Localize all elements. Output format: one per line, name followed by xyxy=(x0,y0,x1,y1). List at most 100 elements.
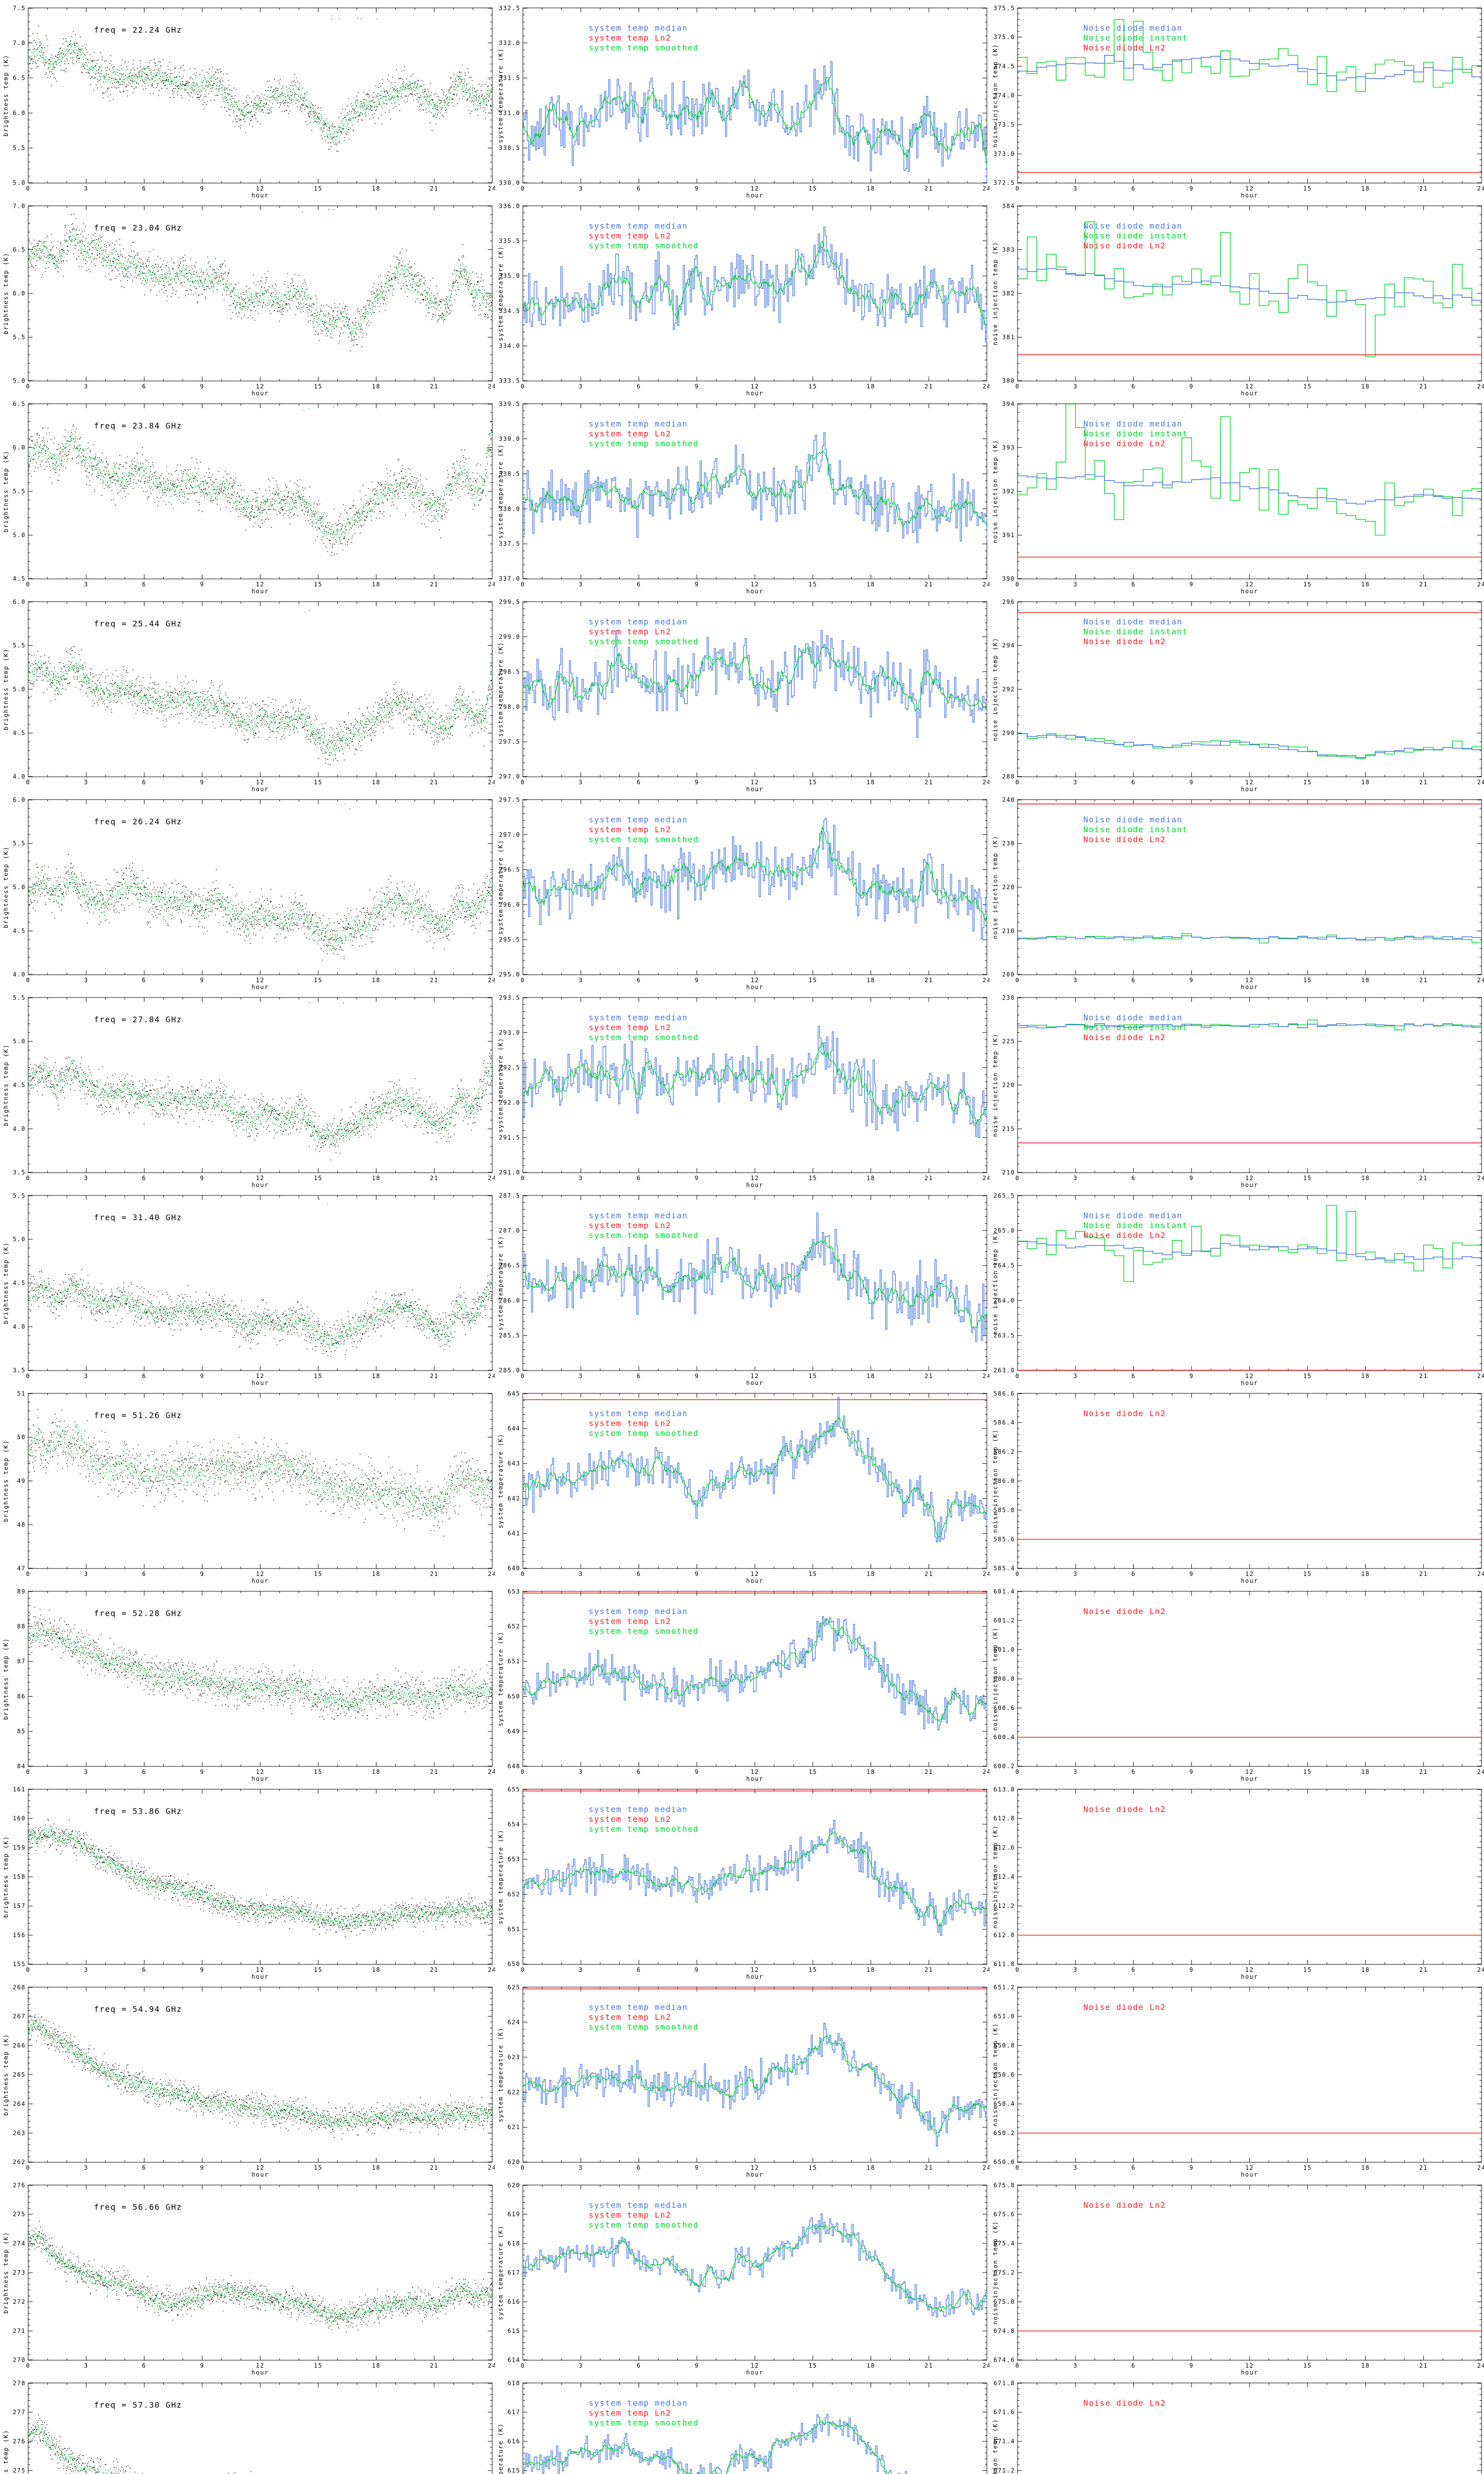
x-tick-label: 3 xyxy=(1073,185,1078,192)
y-tick-label: 650.2 xyxy=(993,2130,1015,2137)
series-brightness-raw xyxy=(28,1269,493,1357)
x-tick-label: 12 xyxy=(256,1768,264,1775)
x-tick-label: 12 xyxy=(750,2362,759,2369)
y-axis-title: brightness temp (K) xyxy=(2,648,9,730)
panel-title: freq = 52.28 GHz xyxy=(94,1609,182,1618)
x-tick-label: 21 xyxy=(1419,1570,1428,1577)
x-tick-label: 3 xyxy=(84,581,89,588)
y-tick-label: 643 xyxy=(508,1460,520,1467)
panel-r10c3-nd-red: 0 3 6 9 12 15 18 21 24 611.8 612.0 612.2 612.4 612.6 6… xyxy=(989,1781,1484,1979)
x-tick-label: 18 xyxy=(372,779,380,786)
x-tick-label: 24 xyxy=(488,581,495,588)
x-tick-label: 15 xyxy=(1303,383,1312,390)
y-tick-label: 264.5 xyxy=(993,1262,1015,1269)
y-tick-label: 4.0 xyxy=(13,1126,26,1133)
chart-svg: 0 3 6 9 12 15 18 21 24 337.0 337.5 338.0 338.5 339.0 3… xyxy=(497,401,989,594)
x-tick-label: 21 xyxy=(925,779,933,786)
y-tick-label: 612.8 xyxy=(993,1815,1015,1822)
y-tick-label: 265 xyxy=(13,2071,26,2078)
x-tick-label: 9 xyxy=(1189,1966,1194,1973)
axes xyxy=(28,2185,493,2361)
x-tick-label: 6 xyxy=(1131,1570,1136,1577)
legend-entry-blue: system temp median xyxy=(589,2002,688,2012)
axes xyxy=(1017,403,1482,579)
legend-entry-blue: Noise diode median xyxy=(1083,419,1182,428)
x-tick-label: 9 xyxy=(200,383,204,390)
x-tick-label: 6 xyxy=(142,2362,146,2369)
x-tick-label: 3 xyxy=(84,383,89,390)
y-tick-label: 291.5 xyxy=(499,1134,520,1141)
chart-svg: 0 3 6 9 12 15 18 21 24 614 615 616 617 618 619 620 hour s… xyxy=(497,2182,989,2375)
y-tick-label: 294 xyxy=(1002,642,1015,649)
chart-svg: 0 3 6 9 12 15 18 21 24 84 85 86 87 88 89 hour brightness… xyxy=(2,1588,495,1781)
y-tick-label: 612.4 xyxy=(993,1873,1015,1880)
stray-dots-green xyxy=(299,604,305,613)
y-tick-label: 5.0 xyxy=(13,686,26,693)
chart-svg: 0 3 6 9 12 15 18 21 24 295.0 295.5 296.0 296.5 297.0 2… xyxy=(497,797,989,990)
x-tick-label: 24 xyxy=(488,779,495,786)
chart-svg: 0 3 6 9 12 15 18 21 24 291.0 291.5 292.0 292.5 293.0 2… xyxy=(497,995,989,1188)
x-tick-label: 12 xyxy=(256,779,264,786)
x-tick-label: 24 xyxy=(982,1175,989,1182)
legend-entry-blue: Noise diode median xyxy=(1083,815,1182,824)
y-tick-label: 612.0 xyxy=(993,1932,1015,1939)
y-tick-label: 297.0 xyxy=(499,831,520,838)
y-tick-label: 671.8 xyxy=(993,2380,1015,2387)
x-tick-label: 24 xyxy=(488,2164,495,2171)
stray-dots-red xyxy=(331,17,362,20)
chart-svg: 03691215182124670.6670.8671.0671.2671.46… xyxy=(992,2380,1482,2474)
y-tick-label: 89 xyxy=(17,1588,26,1595)
legend-entry-green: Noise diode instant xyxy=(1083,1221,1188,1230)
chart-svg: 0 3 6 9 12 15 18 21 24 210 215 220 225 230 hour noise i… xyxy=(992,995,1484,1188)
legend-entry-blue: system temp median xyxy=(589,2200,688,2210)
x-tick-label: 15 xyxy=(809,581,817,588)
x-tick-label: 3 xyxy=(1073,2362,1078,2369)
chart-svg: 0 3 6 9 12 15 18 21 24 155 156 157 158 159 160 161 hour b… xyxy=(2,1786,495,1979)
panel-r13c1-bt-scatter: 03691215182124272273274275276277278hourb… xyxy=(0,2375,495,2474)
x-tick-label: 21 xyxy=(925,2362,933,2369)
stray-dots-red xyxy=(333,405,356,407)
series-systemp-smoothed xyxy=(522,1832,987,1928)
x-tick-label: 15 xyxy=(314,581,323,588)
x-tick-label: 9 xyxy=(1189,1768,1194,1775)
legend-entry-red: system temp Ln2 xyxy=(589,1023,671,1032)
legend-entry-green: system temp smoothed xyxy=(589,439,699,448)
x-axis-title: hour xyxy=(746,192,764,198)
panel-r4c1-bt-scatter: 0 3 6 9 12 15 18 21 24 4.0 4.5 5.0 5.5 6.0 hour brightn… xyxy=(0,594,495,792)
y-tick-label: 625 xyxy=(508,1984,520,1991)
x-tick-label: 18 xyxy=(372,977,380,984)
x-tick-label: 12 xyxy=(256,1373,264,1380)
panel-r7c2-systemp: 0 3 6 9 12 15 18 21 24 285.0 285.5 286.0 286.5 287.0 2… xyxy=(495,1188,989,1385)
x-axis-title: hour xyxy=(746,588,764,594)
x-tick-label: 0 xyxy=(1016,779,1020,786)
panel-r9c1-bt-scatter: 0 3 6 9 12 15 18 21 24 84 85 86 87 88 89 hour brightness… xyxy=(0,1583,495,1781)
x-axis-title: hour xyxy=(746,786,764,792)
x-tick-label: 12 xyxy=(750,383,759,390)
x-axis-title: hour xyxy=(252,2171,269,2177)
y-axis-title: noise injection temp (K) xyxy=(992,1033,999,1137)
x-tick-label: 6 xyxy=(1131,581,1136,588)
x-axis-title: hour xyxy=(1241,192,1258,198)
y-tick-label: 585.8 xyxy=(993,1507,1015,1514)
y-tick-label: 5.0 xyxy=(13,377,26,384)
series-brightness-smoothed xyxy=(28,2231,493,2323)
y-axis-title: brightness temp (K) xyxy=(2,1242,9,1324)
panel-r13c3-nd-red: 03691215182124670.6670.8671.0671.2671.46… xyxy=(989,2375,1484,2474)
legend-entry-red: system temp Ln2 xyxy=(589,1814,671,1824)
x-tick-label: 6 xyxy=(637,1966,641,1973)
x-tick-label: 9 xyxy=(200,1570,204,1577)
x-tick-label: 9 xyxy=(695,977,699,984)
y-tick-label: 3.5 xyxy=(13,1169,26,1176)
y-tick-label: 6.5 xyxy=(13,246,26,253)
x-tick-label: 6 xyxy=(637,185,641,192)
x-tick-label: 24 xyxy=(1477,2362,1484,2369)
y-tick-label: 210 xyxy=(1002,928,1015,935)
x-tick-label: 6 xyxy=(142,2164,146,2171)
x-tick-label: 21 xyxy=(925,383,933,390)
x-tick-label: 0 xyxy=(26,383,31,390)
x-tick-label: 24 xyxy=(1477,1373,1484,1380)
x-tick-label: 18 xyxy=(1361,383,1370,390)
y-tick-label: 49 xyxy=(17,1477,26,1484)
x-tick-label: 12 xyxy=(256,977,264,984)
x-tick-label: 6 xyxy=(1131,1373,1136,1380)
